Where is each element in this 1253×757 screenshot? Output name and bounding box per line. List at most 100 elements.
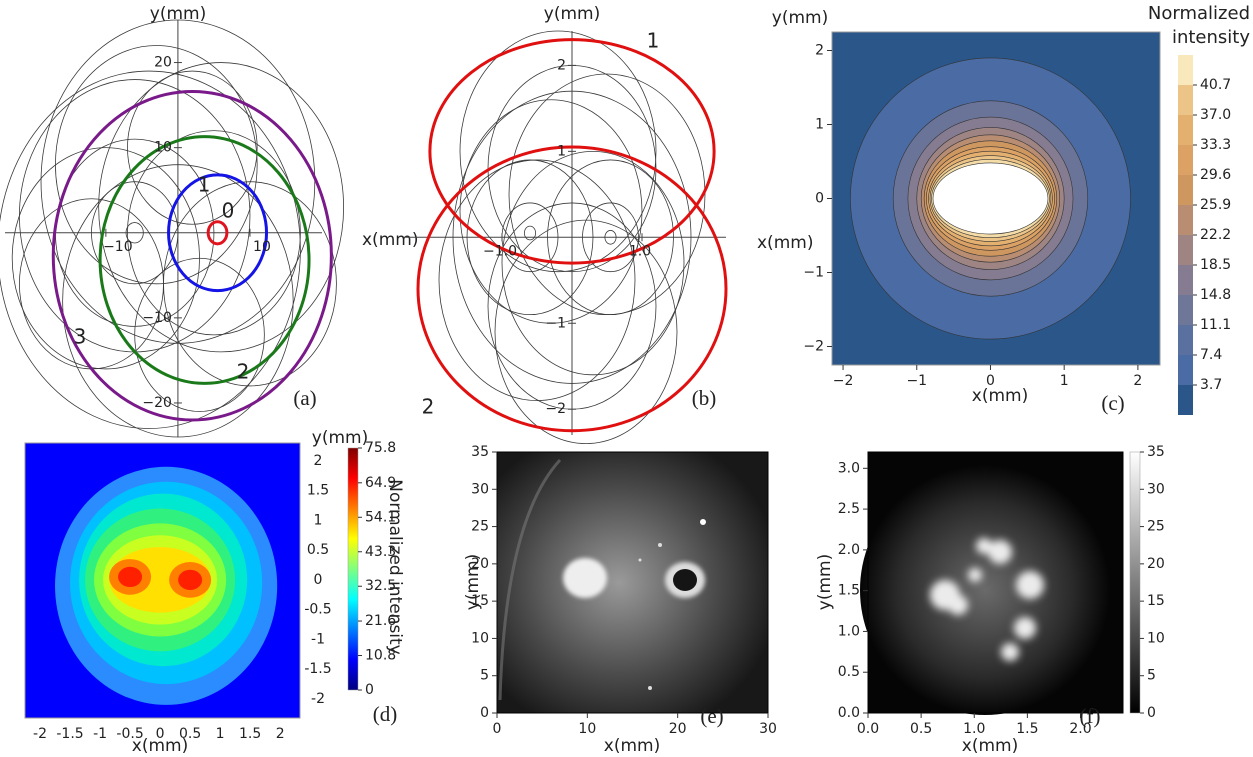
y-tick-label: −1 [545,315,566,331]
colorbar-band [1178,205,1193,235]
circle [19,199,163,369]
colorbar-tick-label: 5 [1147,668,1156,684]
colorbar-tick-label: 0 [365,682,374,698]
y-tick-label: 1.5 [838,583,860,599]
photo-f [860,452,1123,715]
y-tick-label: 1 [314,512,323,528]
colorbar-tick-label: 25.9 [1200,197,1231,213]
y-axis-label: y(mm) [463,554,483,610]
colorbar-tick-label: 20 [1147,556,1165,572]
y-tick-label: 1 [815,117,824,133]
panel-label: (b) [692,386,717,410]
colorbar-band [1178,355,1193,385]
y-tick-label: 3.0 [838,460,860,476]
highlighted-circle [53,91,331,419]
x-axis-label: x(mm) [757,233,813,253]
x-tick-label: 0.5 [910,721,932,737]
y-tick-label: 0 [815,191,824,207]
y-tick-label: 0 [480,705,489,721]
y-tick-label: −1 [803,265,824,281]
colorbar-tick-label: 18.5 [1200,257,1231,273]
colorbar-tick-label: 10 [1147,630,1165,646]
x-axis-label: x(mm) [604,736,660,756]
contour-region [933,163,1048,234]
x-tick-label: 20 [669,721,687,737]
y-tick-label: -1.5 [304,661,331,677]
colorbar-band [1178,145,1193,175]
y-tick-label: 10 [154,140,172,156]
y-axis-label: y(mm) [772,8,828,28]
colorbar-tick-label: 22.2 [1200,227,1231,243]
y-tick-label: 0.0 [838,705,860,721]
circle-label: 2 [237,360,250,384]
colorbar-label: Normalized intensity [1120,2,1250,50]
x-tick-label: 1 [216,726,225,742]
colorbar-tick-label: 3.7 [1200,377,1222,393]
panel-label: (a) [293,386,316,410]
y-tick-label: 0.5 [838,664,860,680]
x-tick-label: 1.5 [239,726,261,742]
colorbar-tick-label: 25 [1147,519,1165,535]
colorbar-band [1178,115,1193,145]
photo-e [497,452,768,713]
y-tick-label: -2 [311,691,325,707]
x-tick-label: −1 [906,373,927,389]
colorbar-tick-label: 33.3 [1200,137,1231,153]
colorbar-band [1178,85,1193,115]
y-tick-label: -1 [311,631,325,647]
y-tick-label: 35 [471,444,489,460]
y-tick-label: 25 [471,519,489,535]
circle [12,148,199,369]
panel-label: (d) [373,702,398,726]
circle [509,74,705,315]
colorbar-tick-label: 0 [1147,705,1156,721]
circle-label: 2 [422,395,435,419]
x-axis-label: x(mm) [972,386,1028,406]
colorbar-band [1178,55,1193,85]
circle-label: 1 [198,173,211,197]
x-tick-label: 2 [276,726,285,742]
colorbar-tick-label: 37.0 [1200,107,1231,123]
x-tick-label: 1 [1060,373,1069,389]
x-tick-label: 1.5 [1016,721,1038,737]
colorbar-band [1178,295,1193,325]
x-tick-label: -1 [93,726,107,742]
panel-label: (c) [1101,391,1124,415]
colorbar-tick-label: 7.4 [1200,347,1222,363]
figure: 0123−1010−20−101020x(mm)y(mm)(a)12−1.01.… [0,0,1253,757]
y-tick-label: 5 [480,668,489,684]
x-tick-label: -2 [33,726,47,742]
colorbar-band [1178,325,1193,355]
colorbar-tick-label: 40.7 [1200,77,1231,93]
colorbar-tick-label: 15 [1147,593,1165,609]
y-tick-label: −20 [142,395,172,411]
y-tick-label: 1 [557,143,566,159]
figure-canvas: 0123−1010−20−101020x(mm)y(mm)(a)12−1.01.… [0,0,1253,757]
x-tick-label: 10 [253,239,271,255]
circle [524,226,535,240]
colorbar-tick-label: 30 [1147,481,1165,497]
y-tick-label: −2 [803,339,824,355]
colorbar [348,448,358,690]
y-tick-label: 0.5 [307,542,329,558]
x-tick-label: −1.0 [483,243,517,259]
x-tick-label: 0.0 [857,721,879,737]
y-tick-label: 20 [154,55,172,71]
x-tick-label: −10 [103,239,133,255]
y-tick-label: 0 [314,572,323,588]
x-axis-label: x(mm) [962,736,1018,756]
colorbar [1130,452,1140,713]
x-axis-label: x(mm) [362,230,418,250]
y-tick-label: 1.5 [307,483,329,499]
colorbar-tick-label: 14.8 [1200,287,1231,303]
panel-label: (e) [700,704,723,728]
y-tick-label: −10 [142,310,172,326]
y-tick-label: 2 [557,57,566,73]
y-tick-label: 2 [815,43,824,59]
y-tick-label: 1.0 [838,623,860,639]
x-tick-label: 2 [1133,373,1142,389]
colorbar-tick-label: 75.8 [365,440,396,456]
x-tick-label: 1.0 [629,243,651,259]
colorbar-band [1178,385,1193,415]
x-tick-label: 10 [578,721,596,737]
